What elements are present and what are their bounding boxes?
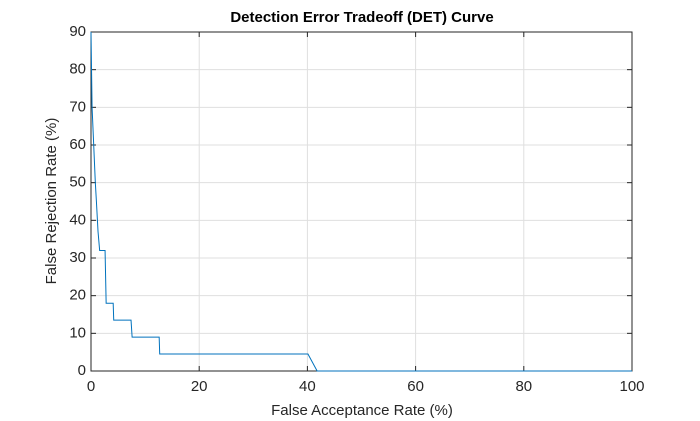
chart-title: Detection Error Tradeoff (DET) Curve [230, 9, 493, 26]
x-tick-label: 40 [299, 378, 316, 395]
y-tick-label: 90 [69, 23, 86, 40]
x-tick-label: 20 [191, 378, 208, 395]
y-tick-label: 80 [69, 61, 86, 78]
y-tick-label: 30 [69, 249, 86, 266]
y-tick-label: 70 [69, 98, 86, 115]
y-tick-label: 10 [69, 324, 86, 341]
axes-frame [90, 31, 633, 372]
y-tick-label: 50 [69, 174, 86, 191]
y-tick-label: 0 [78, 362, 86, 379]
x-tick-label: 60 [407, 378, 424, 395]
y-tick-label: 40 [69, 211, 86, 228]
x-axis-label: False Acceptance Rate (%) [271, 402, 453, 419]
x-tick-label: 80 [515, 378, 532, 395]
y-tick-label: 20 [69, 287, 86, 304]
data-line [90, 31, 632, 372]
x-tick-label: 0 [87, 378, 95, 395]
x-tick-label: 100 [619, 378, 644, 395]
y-axis-label: False Rejection Rate (%) [43, 118, 60, 285]
y-tick-label: 60 [69, 136, 86, 153]
